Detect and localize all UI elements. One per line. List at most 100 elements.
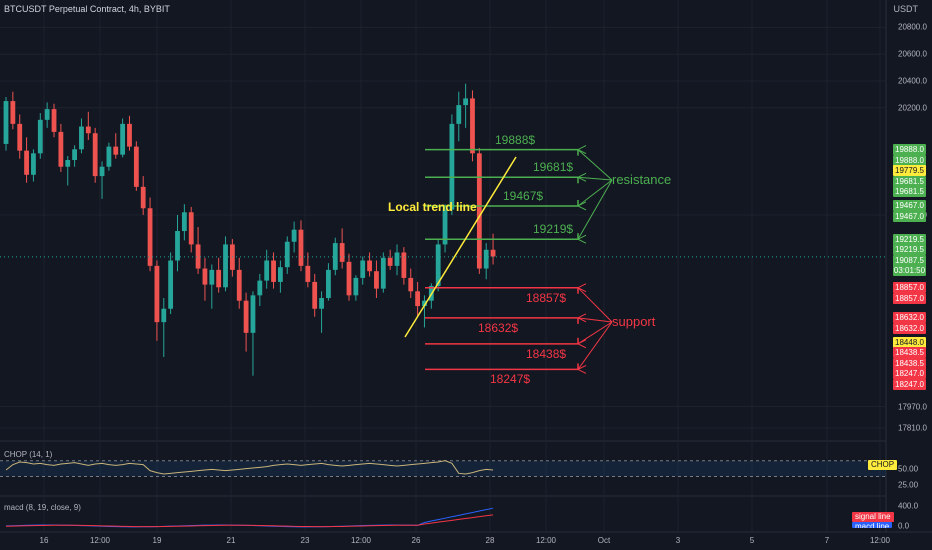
time-tick: 12:00 (89, 536, 111, 545)
price-tag: 19219.5 (893, 244, 926, 256)
candle-body (476, 153, 482, 269)
candle-body (188, 212, 194, 245)
candle-body (422, 300, 427, 307)
candle-body (161, 308, 167, 323)
candle-body (243, 300, 249, 333)
resistance-arrowhead (576, 234, 587, 244)
candle-body (154, 265, 160, 323)
price-tag: 19087.5 (893, 254, 926, 266)
candle-body (79, 126, 84, 150)
chop-tick: 25.00 (898, 480, 919, 490)
support-arrow (577, 321, 613, 345)
candle-body (346, 261, 352, 296)
price-tag: 18857.0 (893, 282, 926, 294)
candle-body (380, 257, 386, 289)
candle-body (168, 260, 174, 309)
candle-body (278, 267, 283, 282)
candle-body (195, 244, 201, 269)
candle-body (483, 249, 489, 269)
price-tick: 17970.0 (898, 402, 927, 412)
resistance-arrowhead (576, 145, 587, 155)
price-tag: 19681.5 (893, 186, 926, 198)
price-tag: 18438.5 (893, 347, 926, 359)
time-tick: 26 (411, 536, 421, 545)
macd-line-badge: macd line (852, 522, 893, 528)
price-tag: 18247.0 (893, 378, 926, 390)
candle-body (175, 231, 180, 261)
candle-body (17, 123, 23, 151)
candle-body (223, 244, 228, 288)
candle-body (31, 153, 36, 175)
chop-tick: 50.00 (898, 464, 919, 474)
support-level-label: 18632$ (478, 320, 519, 335)
time-tick: Oct (597, 536, 611, 545)
time-tick: 3 (675, 536, 681, 545)
time-tick: 7 (824, 536, 830, 545)
time-tick: 28 (485, 536, 495, 545)
resistance-level-label: 19681$ (533, 160, 574, 175)
candle-body (305, 265, 311, 282)
price-tag: 18632.0 (893, 322, 926, 334)
candle-body (181, 212, 187, 232)
support-level-label: 18247$ (490, 372, 531, 387)
price-tick: 20200.0 (898, 103, 927, 113)
price-tag: 18448.0 (893, 336, 926, 348)
support-level-label: 18438$ (526, 346, 567, 361)
candle-body (99, 166, 105, 177)
price-tag: 18857.0 (893, 292, 926, 304)
candle-body (332, 243, 338, 270)
time-tick: 19 (152, 536, 162, 545)
candle-body (298, 229, 304, 266)
candle-body (65, 160, 71, 167)
candle-body (449, 123, 455, 210)
price-tag: 19467.0 (893, 210, 926, 222)
candle-body (456, 105, 462, 124)
candle-body (209, 269, 215, 285)
candle-body (394, 252, 400, 266)
price-tag: 19888.0 (893, 144, 926, 156)
support-arrowhead (576, 283, 587, 293)
candle-body (415, 291, 420, 307)
candle-body (3, 101, 9, 144)
price-tag: 19467.0 (893, 200, 926, 212)
support-label: support (612, 314, 656, 329)
candle-body (401, 252, 407, 278)
candle-body (374, 271, 379, 289)
candle-body (140, 186, 146, 209)
price-tag: 19888.0 (893, 154, 926, 166)
candle-body (312, 281, 318, 309)
price-tag: 19779.5 (893, 165, 926, 177)
resistance-arrow (577, 149, 613, 181)
chop-band (0, 460, 886, 477)
candle-body (113, 146, 119, 155)
candle-body (408, 277, 414, 292)
candle-body (10, 101, 16, 124)
price-tick: 20600.0 (898, 49, 927, 59)
candle-body (72, 149, 77, 161)
trend-line (404, 156, 517, 338)
price-tag: 18632.0 (893, 312, 926, 324)
macd-tick: 400.0 (898, 501, 919, 511)
candle-body (58, 131, 64, 167)
resistance-level-label: 19888$ (495, 132, 536, 147)
candle-body (284, 241, 290, 268)
support-arrowhead (576, 339, 587, 349)
signal-line-badge: signal line (852, 512, 894, 522)
time-tick: 5 (749, 536, 755, 545)
macd-tick: 0.0 (898, 521, 910, 531)
candle-body (44, 109, 50, 120)
price-tag: 18438.5 (893, 357, 926, 369)
candle-body (442, 209, 448, 245)
trend-line-label: Local trend line (388, 200, 477, 214)
support-arrow (577, 317, 613, 323)
price-tick: 17810.0 (898, 423, 927, 433)
candle-body (202, 268, 208, 285)
candle-body (387, 257, 393, 266)
candle-body (236, 269, 242, 301)
candle-body (463, 98, 469, 106)
candle-body (133, 146, 139, 187)
candle-body (339, 243, 345, 262)
resistance-label: resistance (612, 172, 672, 187)
